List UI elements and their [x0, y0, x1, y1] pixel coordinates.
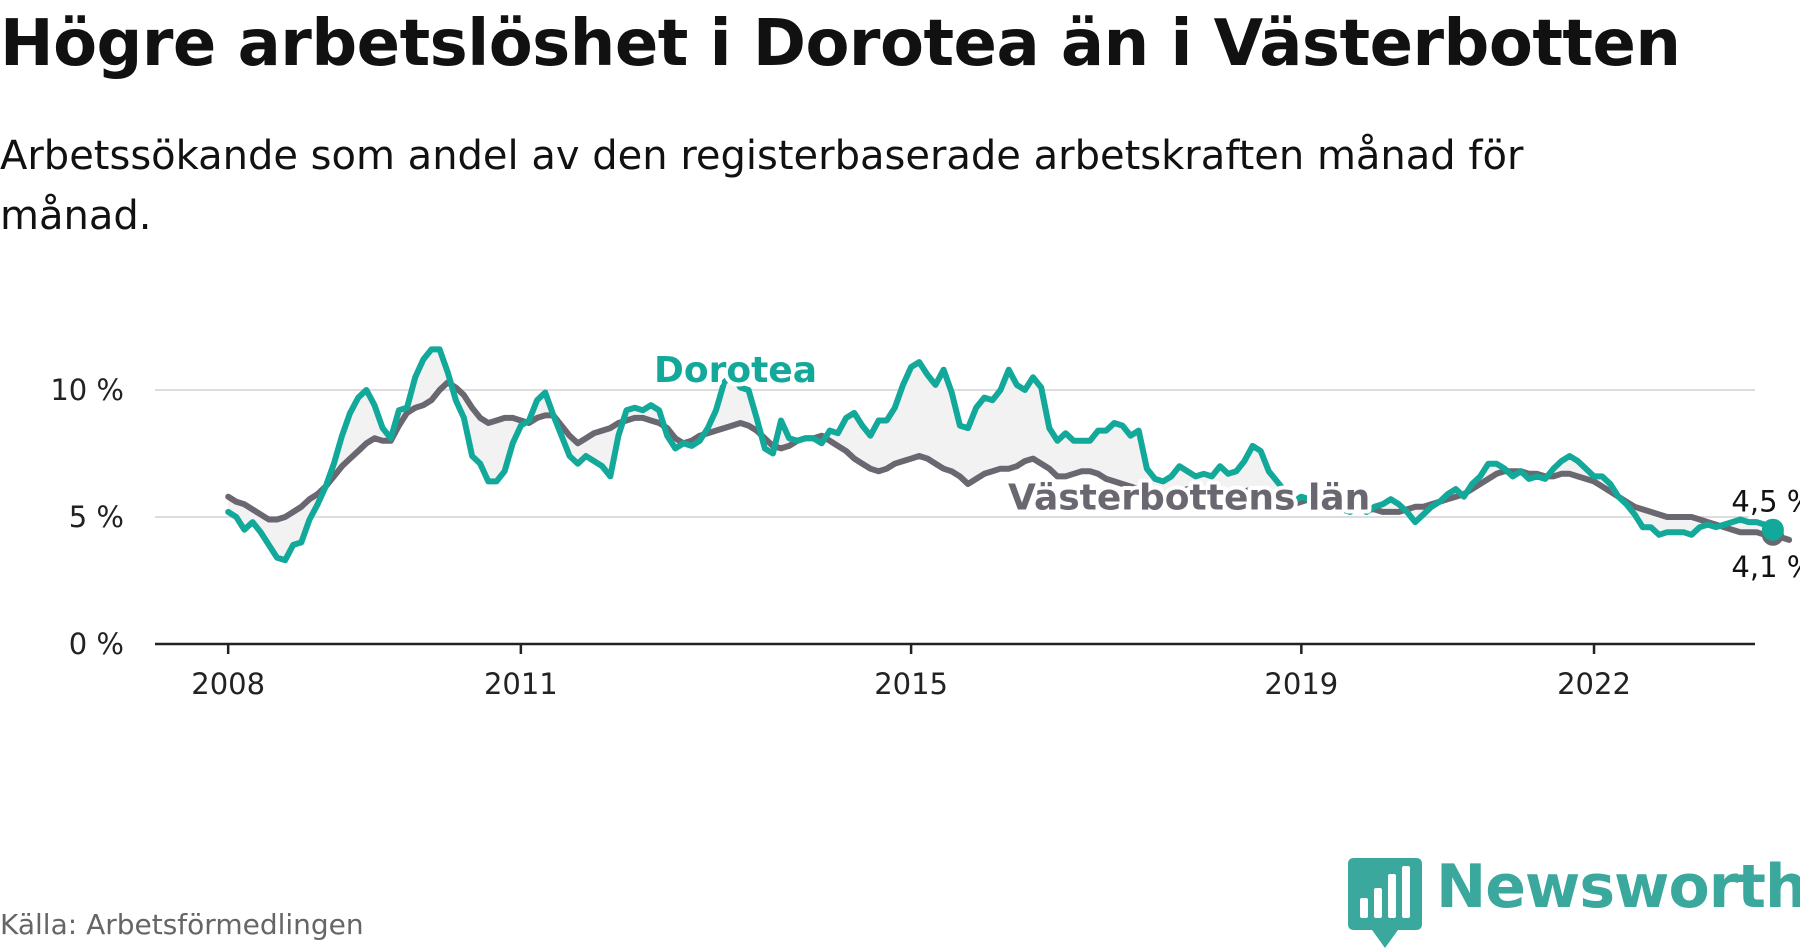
series-line-dorotea — [225, 346, 1776, 564]
y-tick-label: 5 % — [69, 500, 124, 534]
source-note: Källa: Arbetsförmedlingen — [0, 908, 364, 941]
brand-name: Newsworthy — [1436, 852, 1800, 922]
y-tick-label: 10 % — [50, 373, 124, 407]
series-label-dorotea: Dorotea — [654, 350, 817, 391]
series-label-vasterbottens-lan: Västerbottens län — [1008, 478, 1370, 519]
x-tick-label: 2008 — [191, 667, 265, 701]
y-axis: 0 % 5 % 10 % — [50, 373, 124, 661]
chart-title: Högre arbetslöshet i Dorotea än i Väster… — [0, 7, 1681, 81]
end-point-dorotea — [1761, 518, 1784, 541]
x-tick-label: 2022 — [1557, 667, 1631, 701]
newsworthy-logo-icon — [1348, 858, 1422, 948]
x-tick-label: 2019 — [1264, 667, 1338, 701]
x-tick-label: 2011 — [484, 667, 558, 701]
chart-subtitle: Arbetssökande som andel av den registerb… — [0, 133, 1524, 239]
x-tick-label: 2015 — [874, 667, 948, 701]
y-tick-label: 0 % — [69, 627, 124, 661]
gap-fill-area — [228, 349, 1790, 561]
brand-logo: Newsworthy — [1348, 852, 1800, 948]
end-value-label-vasterbottens-lan: 4,1 % — [1731, 550, 1800, 584]
series-line-vasterbottens-lan — [225, 379, 1793, 543]
end-value-label-dorotea: 4,5 % — [1731, 485, 1800, 519]
x-axis: 2008 2011 2015 2019 2022 — [191, 644, 1631, 701]
